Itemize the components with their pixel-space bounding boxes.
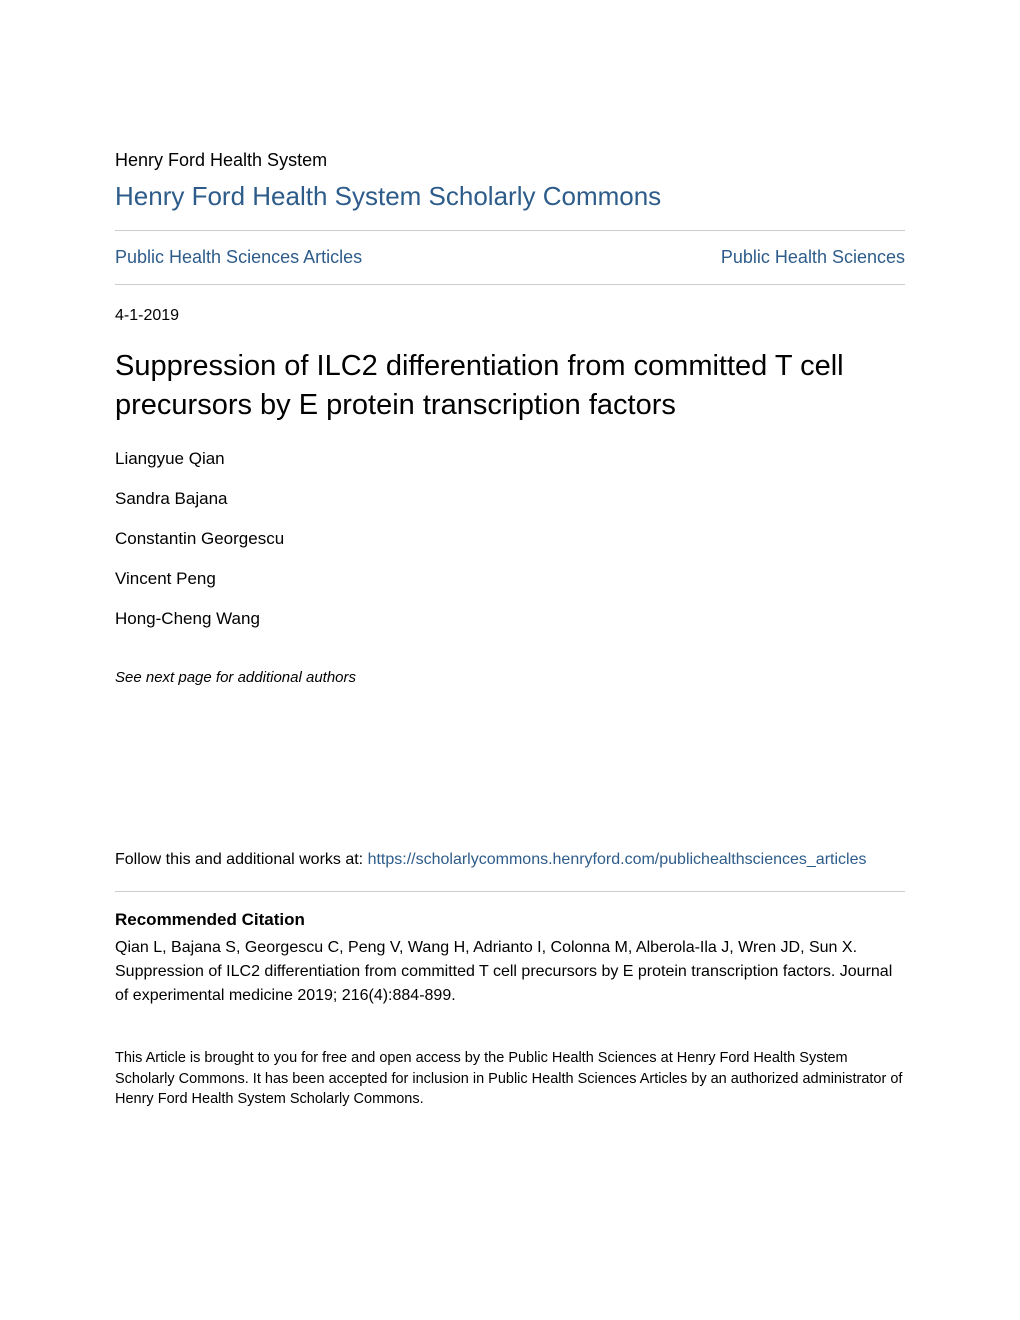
author-name: Sandra Bajana (115, 489, 905, 509)
author-name: Hong-Cheng Wang (115, 609, 905, 629)
follow-section: Follow this and additional works at: htt… (115, 846, 905, 873)
department-link[interactable]: Public Health Sciences (721, 247, 905, 268)
author-name: Liangyue Qian (115, 449, 905, 469)
author-name: Constantin Georgescu (115, 529, 905, 549)
disclaimer-text: This Article is brought to you for free … (115, 1048, 905, 1109)
nav-bar: Public Health Sciences Articles Public H… (115, 230, 905, 285)
citation-text: Qian L, Bajana S, Georgescu C, Peng V, W… (115, 936, 905, 1008)
article-date: 4-1-2019 (115, 307, 905, 325)
collection-link[interactable]: Public Health Sciences Articles (115, 247, 362, 268)
follow-prefix: Follow this and additional works at: (115, 851, 368, 868)
see-next-page-note: See next page for additional authors (115, 669, 905, 686)
article-title: Suppression of ILC2 differentiation from… (115, 347, 905, 425)
institution-name: Henry Ford Health System (115, 150, 905, 171)
author-name: Vincent Peng (115, 569, 905, 589)
citation-heading: Recommended Citation (115, 910, 905, 930)
repository-link[interactable]: Henry Ford Health System Scholarly Commo… (115, 181, 905, 212)
section-divider (115, 891, 905, 892)
follow-link[interactable]: https://scholarlycommons.henryford.com/p… (368, 851, 867, 868)
